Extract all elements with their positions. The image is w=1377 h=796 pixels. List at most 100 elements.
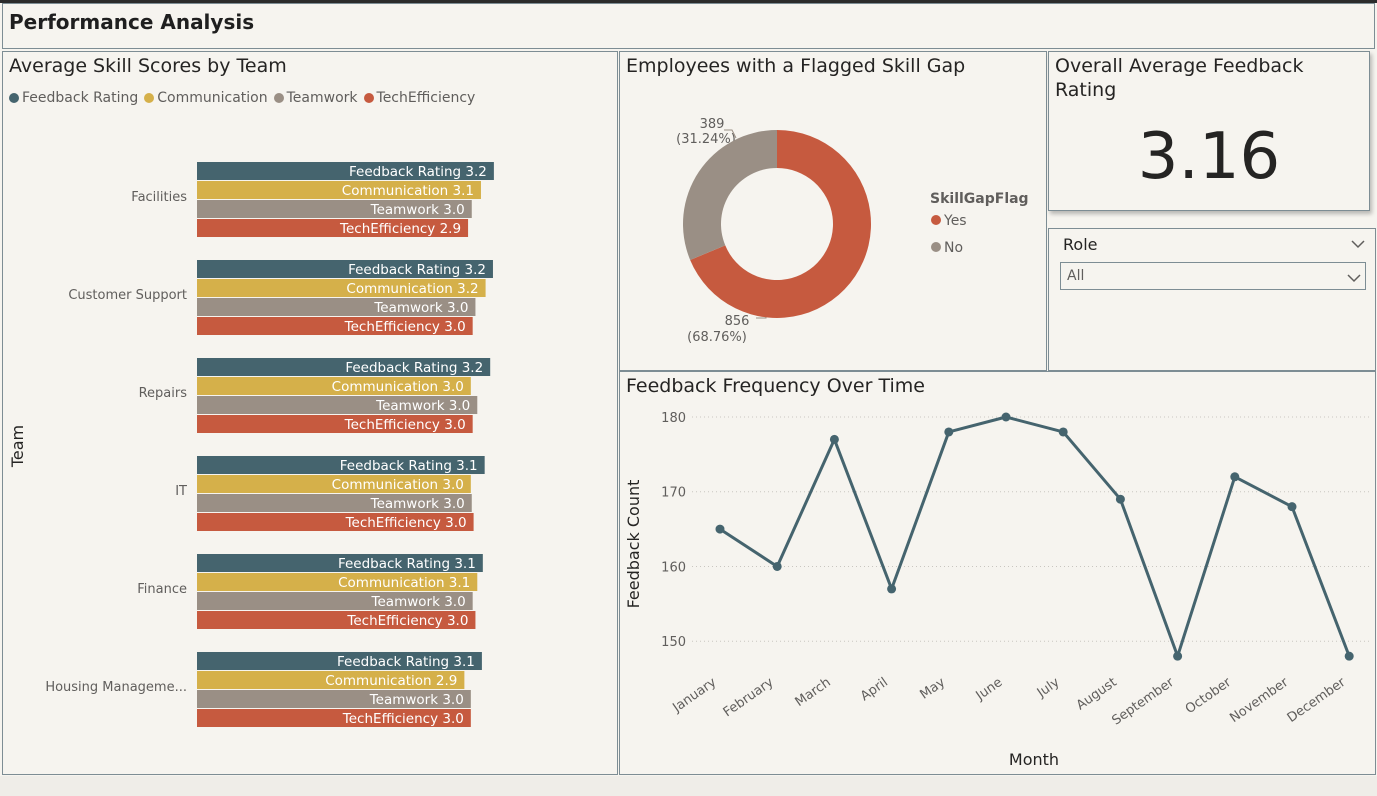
bar-teamwork[interactable] [197,592,473,610]
bar-data-label: Communication 3.2 [346,281,478,297]
bar-teamwork[interactable] [197,298,476,316]
bar-data-label: TechEfficiency 3.0 [342,711,464,727]
y-tick-label: 160 [661,560,686,575]
skill-gap-chart: 389 (31.24%) 856 (68.76%) SkillGapFlag Y… [676,117,1029,345]
legend-label-teamwork: Teamwork [286,90,358,106]
line-point[interactable] [1287,502,1297,512]
bar-feedback-rating[interactable] [197,456,485,474]
donut-legend-title: SkillGapFlag [930,191,1029,207]
bar-feedback-rating[interactable] [197,162,494,180]
x-tick-label: January [669,675,719,716]
line-point[interactable] [1058,427,1068,437]
bar-data-label: TechEfficiency 3.0 [344,319,466,335]
donut-label-no-pct: (31.24%) [676,132,736,147]
legend-item-feedback[interactable]: Feedback Rating [9,90,138,106]
bar-communication[interactable] [197,475,471,493]
line-point[interactable] [772,561,782,571]
line-x-axis-title: Month [1009,750,1059,769]
donut-legend-dot-yes [931,215,941,225]
feedback-frequency-title: Feedback Frequency Over Time [626,375,925,397]
bar-feedback-rating[interactable] [197,260,493,278]
bar-data-label: Teamwork 3.0 [369,692,464,708]
x-tick-label: June [973,675,1006,704]
bar-techefficiency[interactable] [197,513,474,531]
donut-legend-dot-no [931,242,941,252]
bar-teamwork[interactable] [197,396,478,414]
line-point[interactable] [887,584,897,594]
card-value: 3.16 [1137,120,1281,194]
role-dropdown[interactable]: All [1060,262,1366,290]
feedback-frequency-chart: Feedback Count Month 150 160 170 180 January… [624,411,1370,769]
bar-data-label: Feedback Rating 3.2 [348,262,486,278]
bar-communication[interactable] [197,377,471,395]
bar-feedback-rating[interactable] [197,554,483,572]
bar-data-label: Feedback Rating 3.1 [340,458,478,474]
legend-item-techefficiency[interactable]: TechEfficiency [363,90,475,106]
skill-scores-panel[interactable]: Average Skill Scores by Team Feedback Ra… [2,51,618,775]
bar-feedback-rating[interactable] [197,652,482,670]
bar-data-label: Teamwork 3.0 [371,594,466,610]
team-label: Repairs [139,386,188,401]
role-dropdown-value: All [1067,268,1085,284]
card-title: Overall Average Feedback Rating [1055,55,1304,101]
chevron-down-icon[interactable] [1351,239,1365,249]
line-point[interactable] [1001,412,1011,422]
page-title: Performance Analysis [9,10,255,34]
line-point[interactable] [829,434,839,444]
bar-feedback-rating[interactable] [197,358,491,376]
bar-techefficiency[interactable] [197,219,469,237]
bar-data-label: Communication 3.1 [342,183,474,199]
donut-label-yes-count: 856 [725,314,750,329]
legend-item-communication[interactable]: Communication [144,90,268,106]
line-point[interactable] [1230,472,1240,482]
line-point[interactable] [1173,651,1183,661]
line-point[interactable] [944,427,954,437]
skill-scores-title: Average Skill Scores by Team [9,55,287,77]
y-tick-label: 150 [661,635,686,650]
x-tick-label: May [917,675,948,703]
chevron-down-icon [1347,274,1361,283]
team-label: Housing Manageme... [45,680,187,695]
bar-communication[interactable] [197,573,478,591]
bar-data-label: TechEfficiency 3.0 [344,417,466,433]
bar-techefficiency[interactable] [197,709,471,727]
bar-data-label: Teamwork 3.0 [373,300,468,316]
bar-teamwork[interactable] [197,690,471,708]
bar-teamwork[interactable] [197,200,472,218]
bottom-strip [0,776,1377,796]
donut-label-no-count: 389 [700,117,725,132]
y-tick-label: 180 [661,411,686,426]
legend-label-communication: Communication [157,90,268,106]
x-tick-label: August [1074,675,1120,713]
line-point[interactable] [1344,651,1354,661]
donut-slice-no[interactable] [683,130,777,260]
bar-techefficiency[interactable] [197,317,473,335]
x-tick-label: November [1227,675,1292,726]
bar-techefficiency[interactable] [197,415,473,433]
team-label: IT [175,484,187,499]
x-tick-label: March [793,675,834,710]
skill-scores-legend: Feedback Rating Communication Teamwork T… [9,90,475,106]
line-point[interactable] [1115,494,1125,504]
line-point[interactable] [715,524,725,534]
role-slicer: Role All [1048,228,1376,371]
bar-communication[interactable] [197,279,486,297]
bar-communication[interactable] [197,671,465,689]
feedback-frequency-panel[interactable]: Feedback Frequency Over Time Feedback Co… [619,371,1376,775]
legend-item-teamwork[interactable]: Teamwork [273,90,358,106]
y-tick-label: 170 [661,486,686,501]
bar-y-axis-title: Team [8,425,27,468]
donut-legend-yes[interactable]: Yes [943,213,967,229]
avg-feedback-card[interactable]: Overall Average Feedback Rating 3.16 [1048,51,1370,211]
skill-gap-panel[interactable]: Employees with a Flagged Skill Gap 389 (… [619,51,1047,371]
legend-dot-feedback [9,93,19,103]
legend-label-feedback: Feedback Rating [22,90,139,106]
legend-dot-communication [144,93,155,103]
bar-communication[interactable] [197,181,481,199]
skill-scores-chart: Team Facilities Feedback Rating 3.2 Commun… [8,162,494,727]
bar-techefficiency[interactable] [197,611,476,629]
donut-slice-yes[interactable] [690,130,871,318]
donut-legend-no[interactable]: No [944,240,963,256]
bar-data-label: TechEfficiency 2.9 [339,221,461,237]
bar-teamwork[interactable] [197,494,472,512]
